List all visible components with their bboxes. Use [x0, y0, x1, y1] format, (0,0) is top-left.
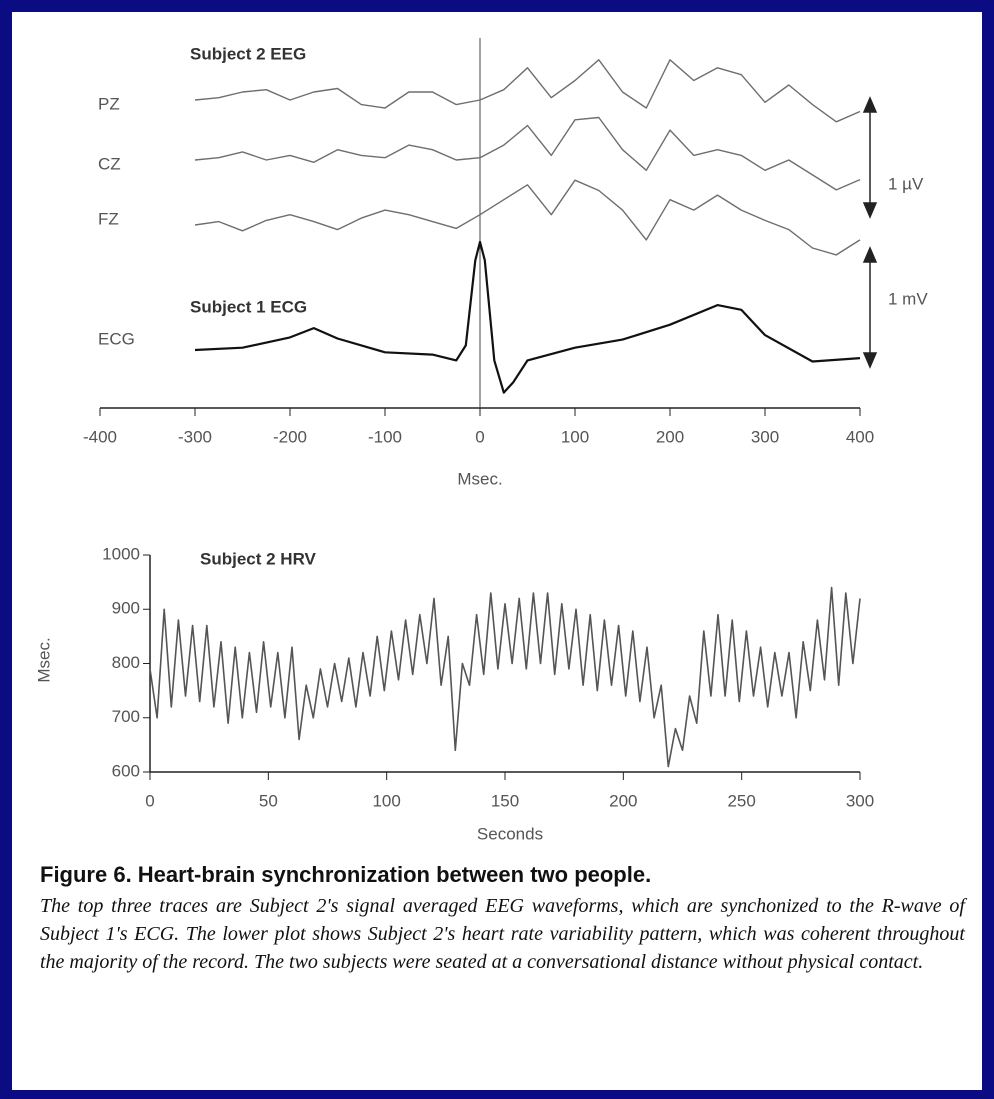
annotation: 1 µV — [888, 174, 924, 193]
series-label: ECG — [98, 329, 135, 348]
annotation: 1 mV — [888, 289, 928, 308]
x-tick-label: 300 — [751, 427, 779, 446]
x-tick-label: 0 — [475, 427, 484, 446]
x-tick-label: -200 — [273, 427, 307, 446]
x-tick-label: 150 — [491, 791, 519, 810]
y-tick-label: 800 — [112, 653, 140, 672]
y-tick-label: 700 — [112, 707, 140, 726]
caption-text: The top three traces are Subject 2's sig… — [40, 895, 965, 973]
x-tick-label: 400 — [846, 427, 874, 446]
x-tick-label: -400 — [83, 427, 117, 446]
series-label: CZ — [98, 154, 121, 173]
chart-title: Subject 2 HRV — [200, 549, 317, 568]
trace — [194, 179, 861, 256]
x-axis-label: Msec. — [457, 469, 502, 488]
x-tick-label: 100 — [372, 791, 400, 810]
caption-title: Figure 6. Heart-brain synchronization be… — [40, 862, 652, 887]
x-tick-label: 0 — [145, 791, 154, 810]
caption: Figure 6. Heart-brain synchronization be… — [40, 862, 965, 976]
x-axis-label: Seconds — [477, 824, 543, 843]
y-tick-label: 900 — [112, 599, 140, 618]
x-tick-label: 100 — [561, 427, 589, 446]
x-tick-label: 200 — [609, 791, 637, 810]
x-tick-label: -100 — [368, 427, 402, 446]
y-tick-label: 1000 — [102, 544, 140, 563]
panel — [12, 12, 982, 1090]
y-axis-label: Msec. — [34, 637, 53, 682]
x-tick-label: 50 — [259, 791, 278, 810]
trace — [194, 240, 861, 394]
series-label: PZ — [98, 94, 120, 113]
trace — [194, 116, 861, 191]
trace — [149, 586, 861, 768]
series-label: FZ — [98, 209, 119, 228]
x-tick-label: 300 — [846, 791, 874, 810]
trace — [194, 59, 861, 123]
y-tick-label: 600 — [112, 761, 140, 780]
chart-title: Subject 2 EEG — [190, 44, 306, 63]
x-tick-label: 200 — [656, 427, 684, 446]
annotation: Subject 1 ECG — [190, 297, 307, 316]
scale-bars — [862, 96, 878, 369]
x-tick-label: 250 — [727, 791, 755, 810]
x-tick-label: -300 — [178, 427, 212, 446]
